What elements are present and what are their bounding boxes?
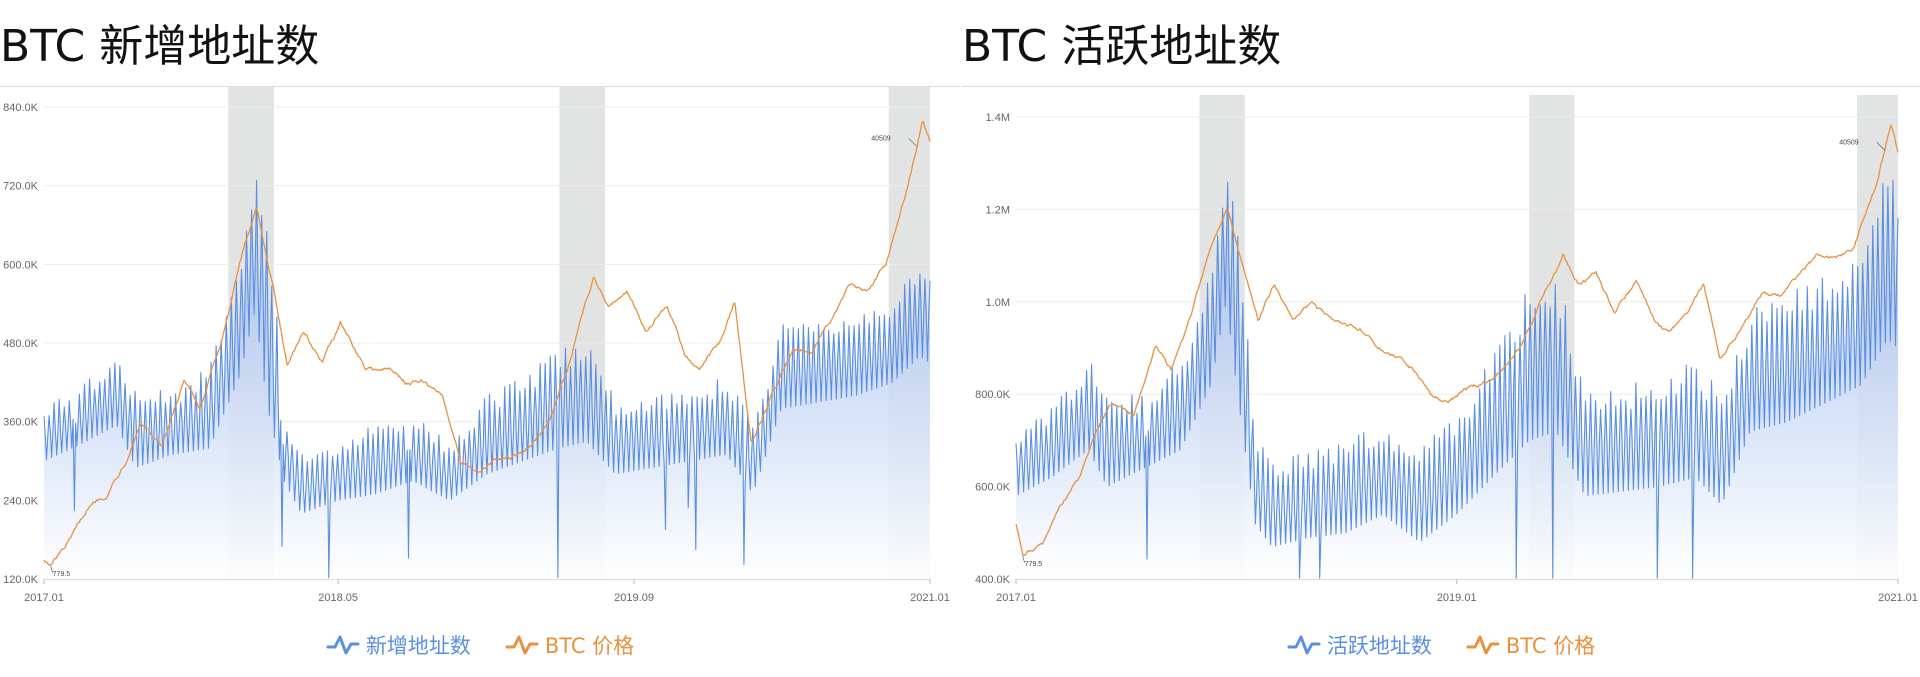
legend-label: BTC 价格	[544, 634, 635, 658]
y-tick-label: 600.0K	[975, 482, 1011, 494]
chart-frame: 120.0K 240.0K 360.0K 480.0K 600.0K 720.0K 840.…	[0, 86, 960, 677]
legend-label: 活跃地址数	[1326, 634, 1432, 658]
y-tick-label: 720.0K	[3, 181, 39, 193]
chart-title: BTC 活跃地址数	[962, 21, 1282, 72]
legend: 活跃地址数 BTC 价格	[962, 627, 1920, 663]
annotation-label: 779.5	[1025, 561, 1043, 568]
annotation-label: 779.5	[53, 571, 71, 578]
annotation-pointer	[908, 138, 917, 147]
x-tick-label: 2019.09	[614, 592, 654, 604]
legend-item-new-addresses[interactable]: 新增地址数	[326, 630, 471, 660]
x-tick-label: 2017.01	[996, 592, 1036, 604]
address-series-line	[43, 179, 931, 579]
legend-label: BTC 价格	[1505, 634, 1596, 658]
y-tick-label: 400.0K	[975, 574, 1011, 586]
y-tick-label: 600.0K	[3, 259, 39, 271]
address-series-line	[1015, 179, 1899, 579]
address-area	[1016, 180, 1898, 579]
chart-active-addresses: 400.0K 600.0K 800.0K 1.0M 1.2M 1.4M 2017.01 201…	[975, 95, 1918, 604]
line-series-icon	[326, 635, 360, 655]
legend-label: 新增地址数	[365, 634, 471, 658]
annotation-label: 40509	[1839, 139, 1859, 146]
annotation-pointer	[50, 565, 53, 573]
line-series-icon	[1287, 635, 1321, 655]
y-tick-label: 480.0K	[3, 338, 39, 350]
chart-new-addresses: 120.0K 240.0K 360.0K 480.0K 600.0K 720.0K 840.…	[3, 87, 950, 604]
chart-frame: 400.0K 600.0K 800.0K 1.0M 1.2M 1.4M 2017.01 201…	[962, 86, 1920, 677]
y-tick-label: 800.0K	[975, 389, 1011, 401]
line-series-icon	[505, 635, 539, 655]
annotation-pointer	[1876, 142, 1885, 151]
x-tick-label: 2017.01	[24, 592, 64, 604]
legend-item-btc-price[interactable]: BTC 价格	[1466, 630, 1595, 660]
x-tick-label: 2021.01	[1878, 592, 1918, 604]
x-tick-label: 2021.01	[910, 592, 950, 604]
address-area	[44, 180, 930, 579]
y-tick-label: 120.0K	[3, 574, 39, 586]
chart-panel-active-addresses: BTC 活跃地址数 400.0K 600.0K 800.0K 1.0M 1.2M 1.4M…	[962, 0, 1920, 676]
y-tick-label: 840.0K	[3, 102, 39, 114]
chart-panel-new-addresses: BTC 新增地址数 120.0K 240.0K 360.0K 480.0K 600.0K…	[0, 0, 960, 676]
line-series-icon	[1466, 635, 1500, 655]
price-series-line	[1015, 124, 1899, 557]
y-tick-label: 1.4M	[986, 112, 1010, 124]
legend-item-active-addresses[interactable]: 活跃地址数	[1287, 630, 1432, 660]
x-tick-label: 2018.05	[318, 592, 358, 604]
annotation-label: 40509	[871, 135, 891, 142]
price-series-line	[43, 120, 931, 566]
annotation-pointer	[1022, 555, 1025, 563]
x-tick-label: 2019.01	[1437, 592, 1477, 604]
legend-item-btc-price[interactable]: BTC 价格	[505, 630, 634, 660]
y-tick-label: 360.0K	[3, 417, 39, 429]
y-tick-label: 240.0K	[3, 495, 39, 507]
y-tick-label: 1.0M	[986, 297, 1010, 309]
chart-title: BTC 新增地址数	[0, 21, 320, 72]
legend: 新增地址数 BTC 价格	[0, 627, 960, 663]
y-tick-label: 1.2M	[986, 204, 1010, 216]
